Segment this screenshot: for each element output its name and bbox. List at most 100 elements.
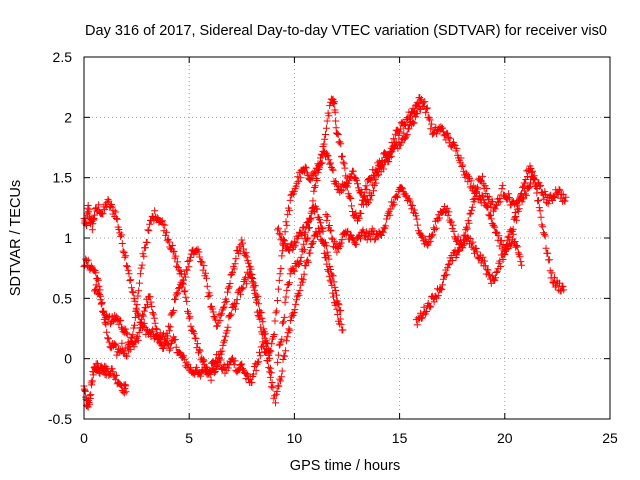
data-point (186, 256, 194, 264)
data-point (276, 270, 284, 278)
data-point (333, 248, 341, 256)
data-point (224, 364, 232, 372)
data-point (426, 237, 434, 245)
data-point (202, 269, 210, 277)
data-point (109, 368, 117, 376)
data-point (509, 230, 517, 238)
data-point (320, 249, 328, 257)
data-point (111, 311, 119, 319)
data-point (184, 309, 192, 317)
data-point (280, 318, 287, 326)
data-point (263, 340, 271, 348)
data-point (329, 166, 337, 174)
data-point (288, 310, 296, 318)
data-point (449, 257, 457, 264)
data-point (298, 275, 306, 283)
data-point (521, 190, 529, 198)
data-point (386, 148, 394, 156)
data-point (145, 227, 153, 235)
data-point (453, 251, 461, 259)
data-point (427, 125, 435, 133)
data-point (326, 160, 334, 168)
data-point (231, 357, 239, 365)
data-point (185, 263, 193, 271)
data-point (192, 335, 200, 342)
y-tick-label: 2.5 (53, 49, 73, 65)
data-point (325, 112, 333, 120)
data-point (493, 201, 501, 209)
data-point (301, 246, 308, 254)
data-point (535, 197, 542, 204)
data-point (271, 317, 279, 325)
data-point (216, 317, 224, 325)
data-point (382, 222, 390, 230)
data-point (481, 257, 489, 265)
data-point (518, 261, 526, 269)
data-point (155, 335, 162, 342)
data-point (290, 238, 298, 246)
data-point (489, 198, 497, 206)
data-point (195, 349, 202, 357)
data-point (123, 330, 131, 338)
data-point (142, 304, 150, 312)
data-point (389, 142, 397, 150)
data-point (208, 305, 216, 313)
data-point (292, 239, 300, 247)
data-point (210, 369, 218, 377)
data-point (103, 198, 111, 206)
data-point (285, 247, 293, 255)
data-point (348, 202, 356, 210)
data-point (405, 125, 413, 133)
data-point (326, 263, 334, 270)
data-point (317, 219, 324, 227)
data-point (216, 354, 223, 362)
data-point (530, 174, 538, 182)
data-point (340, 160, 348, 168)
data-point (522, 176, 530, 183)
data-point (128, 288, 136, 296)
data-point (322, 211, 330, 218)
data-point (273, 387, 281, 395)
y-tick-label: 1 (64, 230, 72, 246)
data-point (333, 305, 341, 313)
data-point (295, 261, 303, 269)
data-point (330, 98, 338, 106)
data-point (326, 102, 334, 110)
data-point (152, 325, 160, 333)
data-point (187, 322, 195, 330)
data-point (238, 360, 246, 368)
data-point (339, 186, 347, 194)
data-point (363, 236, 371, 244)
data-point (231, 260, 239, 268)
data-point (181, 287, 189, 295)
data-point (536, 207, 544, 215)
data-point (294, 290, 302, 298)
data-point (135, 287, 143, 295)
data-point (140, 307, 148, 315)
data-point (332, 287, 340, 294)
data-point (468, 206, 476, 214)
data-point (306, 176, 314, 184)
data-point (506, 240, 514, 248)
data-point (306, 214, 314, 222)
data-point (232, 255, 240, 263)
data-point (182, 293, 190, 301)
data-point (96, 292, 104, 300)
data-point (221, 332, 229, 340)
data-point (170, 306, 178, 314)
data-point (516, 253, 524, 261)
data-point (133, 332, 141, 340)
data-point (373, 166, 381, 174)
data-point (504, 195, 512, 203)
data-point (466, 210, 474, 218)
data-point (492, 269, 500, 276)
data-point (286, 270, 294, 278)
data-point (370, 172, 378, 180)
data-point (242, 280, 250, 288)
axis-ticks (83, 56, 611, 420)
data-point (307, 209, 315, 217)
data-point (485, 193, 493, 201)
data-point (344, 227, 352, 235)
data-point (339, 326, 347, 334)
